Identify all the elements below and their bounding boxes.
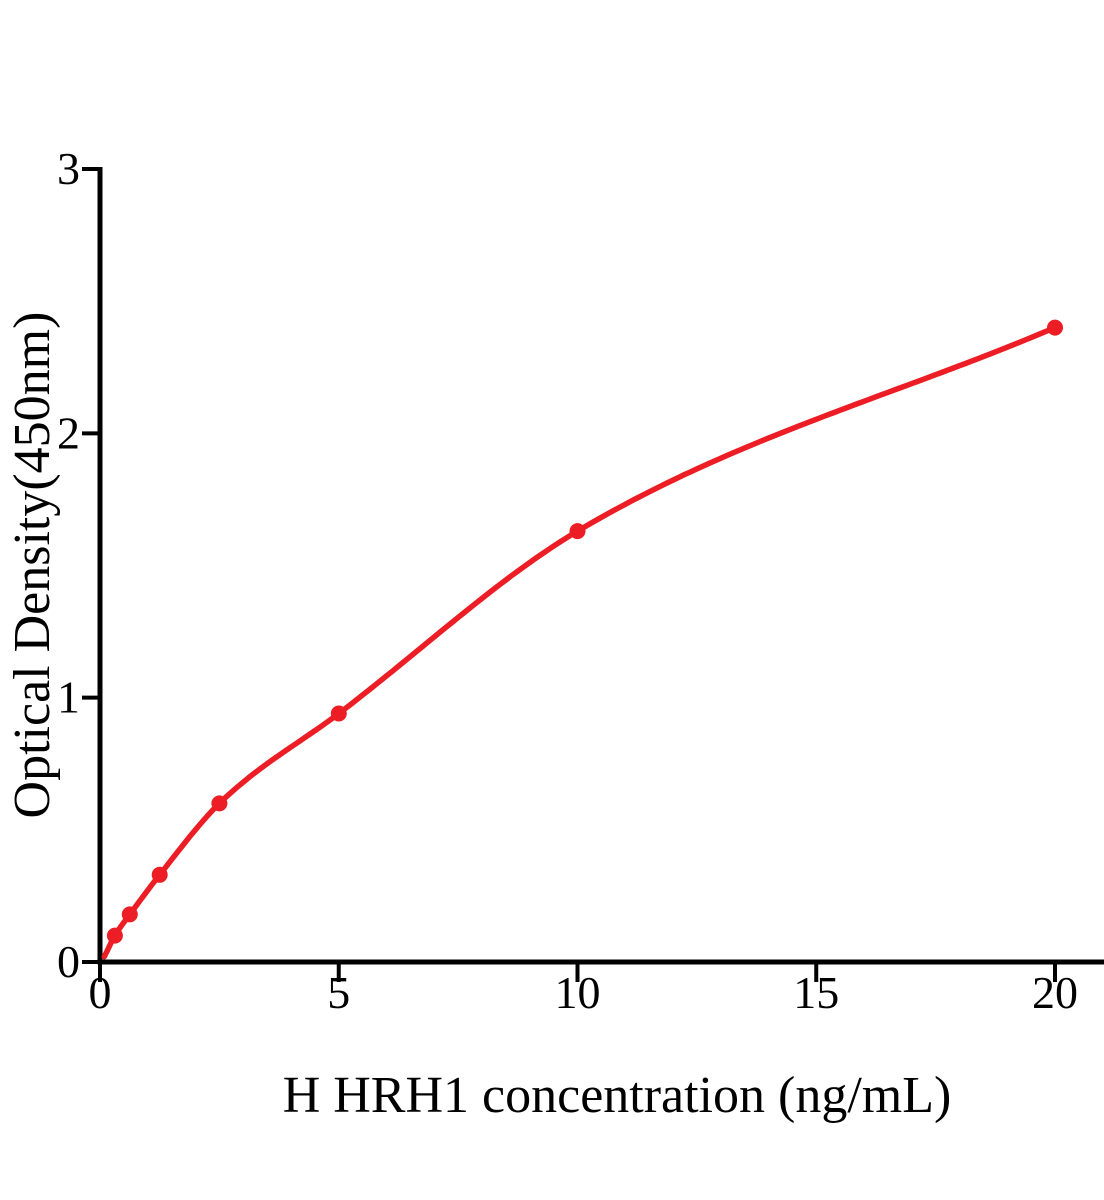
standard-curve-path <box>101 324 1058 960</box>
x-axis-title: H HRH1 concentration (ng/mL) <box>283 1067 952 1124</box>
data-point <box>121 906 138 923</box>
axes-layer: 0 5 10 15 20 0 1 2 3 <box>57 143 1104 1018</box>
x-tick-label: 5 <box>327 967 350 1018</box>
data-point <box>106 927 123 944</box>
x-tick-label: 20 <box>1032 967 1078 1018</box>
x-tick-label: 10 <box>555 967 601 1018</box>
y-tick-label: 3 <box>57 143 80 194</box>
x-tick-label: 15 <box>793 967 839 1018</box>
y-tick-label: 1 <box>57 672 80 723</box>
data-point <box>211 795 228 812</box>
data-point <box>330 705 347 722</box>
y-tick-label: 0 <box>57 936 80 987</box>
data-point <box>151 866 168 883</box>
series-layer <box>101 319 1063 960</box>
y-axis-title: Optical Density(450nm) <box>4 312 61 819</box>
y-tick-label: 2 <box>57 407 80 458</box>
x-tick-label: 0 <box>89 967 112 1018</box>
data-point <box>1047 319 1063 336</box>
data-point <box>569 523 586 540</box>
